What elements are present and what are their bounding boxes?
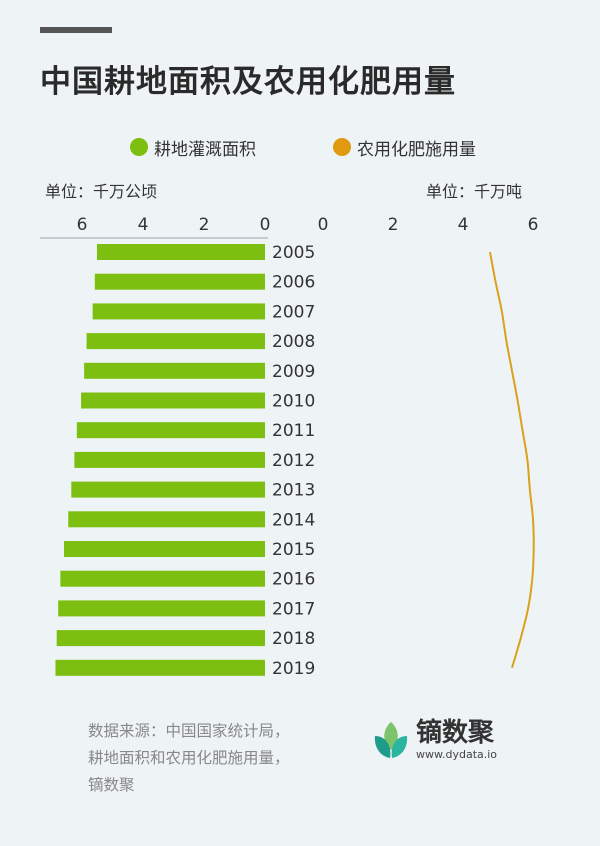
year-label: 2008	[272, 332, 315, 352]
bar-irrigation	[56, 630, 266, 647]
tick-label-right: 0	[318, 215, 329, 235]
tick-label-right: 2	[388, 215, 399, 235]
tick-label-right: 4	[458, 215, 469, 235]
bar-irrigation	[71, 481, 265, 498]
bar-irrigation	[74, 451, 265, 468]
tick-label-left: 6	[77, 215, 88, 235]
bar-irrigation	[92, 303, 265, 320]
bar-irrigation	[55, 659, 266, 676]
bar-irrigation	[81, 392, 266, 409]
year-label: 2015	[272, 540, 315, 560]
bar-irrigation	[84, 362, 265, 379]
line-fertilizer	[488, 251, 535, 669]
source-line: 数据来源：中国国家统计局，	[88, 722, 290, 740]
bar-irrigation	[76, 422, 265, 439]
legend-label-fertilizer: 农用化肥施用量	[357, 139, 476, 160]
unit-right-label: 单位：千万吨	[426, 182, 523, 201]
legend-dot-irrigation	[130, 138, 148, 156]
bar-irrigation	[64, 541, 265, 557]
bar-irrigation	[60, 570, 265, 587]
bar-irrigation	[94, 273, 265, 290]
year-label: 2010	[272, 392, 315, 412]
brand-name: 镝数聚	[416, 718, 495, 748]
year-label: 2009	[272, 362, 315, 382]
tick-label-left: 4	[138, 215, 149, 235]
unit-left-label: 单位：千万公顷	[45, 182, 158, 201]
year-label: 2007	[272, 302, 315, 322]
tick-label-left: 0	[260, 215, 271, 235]
bar-irrigation	[96, 244, 265, 260]
page-title: 中国耕地面积及农用化肥用量	[40, 64, 456, 100]
source-line: 耕地面积和农用化肥施用量，	[88, 749, 290, 767]
data-source: 数据来源：中国国家统计局， 耕地面积和农用化肥施用量， 镝数聚	[88, 718, 290, 799]
bar-irrigation	[58, 600, 266, 617]
legend-item-fertilizer: 农用化肥施用量	[333, 135, 476, 160]
year-label: 2018	[272, 629, 315, 649]
year-label: 2014	[272, 510, 315, 530]
year-label: 2017	[272, 599, 315, 619]
year-label: 2019	[272, 659, 315, 679]
top-rule	[40, 27, 112, 33]
brand-url: www.dydata.io	[416, 748, 498, 761]
legend-dot-fertilizer	[333, 138, 351, 156]
year-label: 2012	[272, 451, 315, 471]
legend-item-irrigation: 耕地灌溉面积	[130, 135, 256, 160]
bar-irrigation	[68, 511, 266, 528]
year-label: 2006	[272, 273, 315, 293]
bar-irrigation	[86, 333, 265, 350]
year-label: 2011	[272, 421, 315, 441]
year-label: 2016	[272, 570, 315, 590]
year-label: 2005	[272, 243, 315, 263]
legend-label-irrigation: 耕地灌溉面积	[154, 139, 256, 160]
year-label: 2013	[272, 481, 315, 501]
source-line: 镝数聚	[88, 776, 135, 794]
tick-label-left: 2	[199, 215, 210, 235]
brand-logo-icon	[374, 721, 408, 758]
tick-label-right: 6	[528, 215, 539, 235]
brand: 镝数聚 www.dydata.io	[372, 718, 497, 761]
